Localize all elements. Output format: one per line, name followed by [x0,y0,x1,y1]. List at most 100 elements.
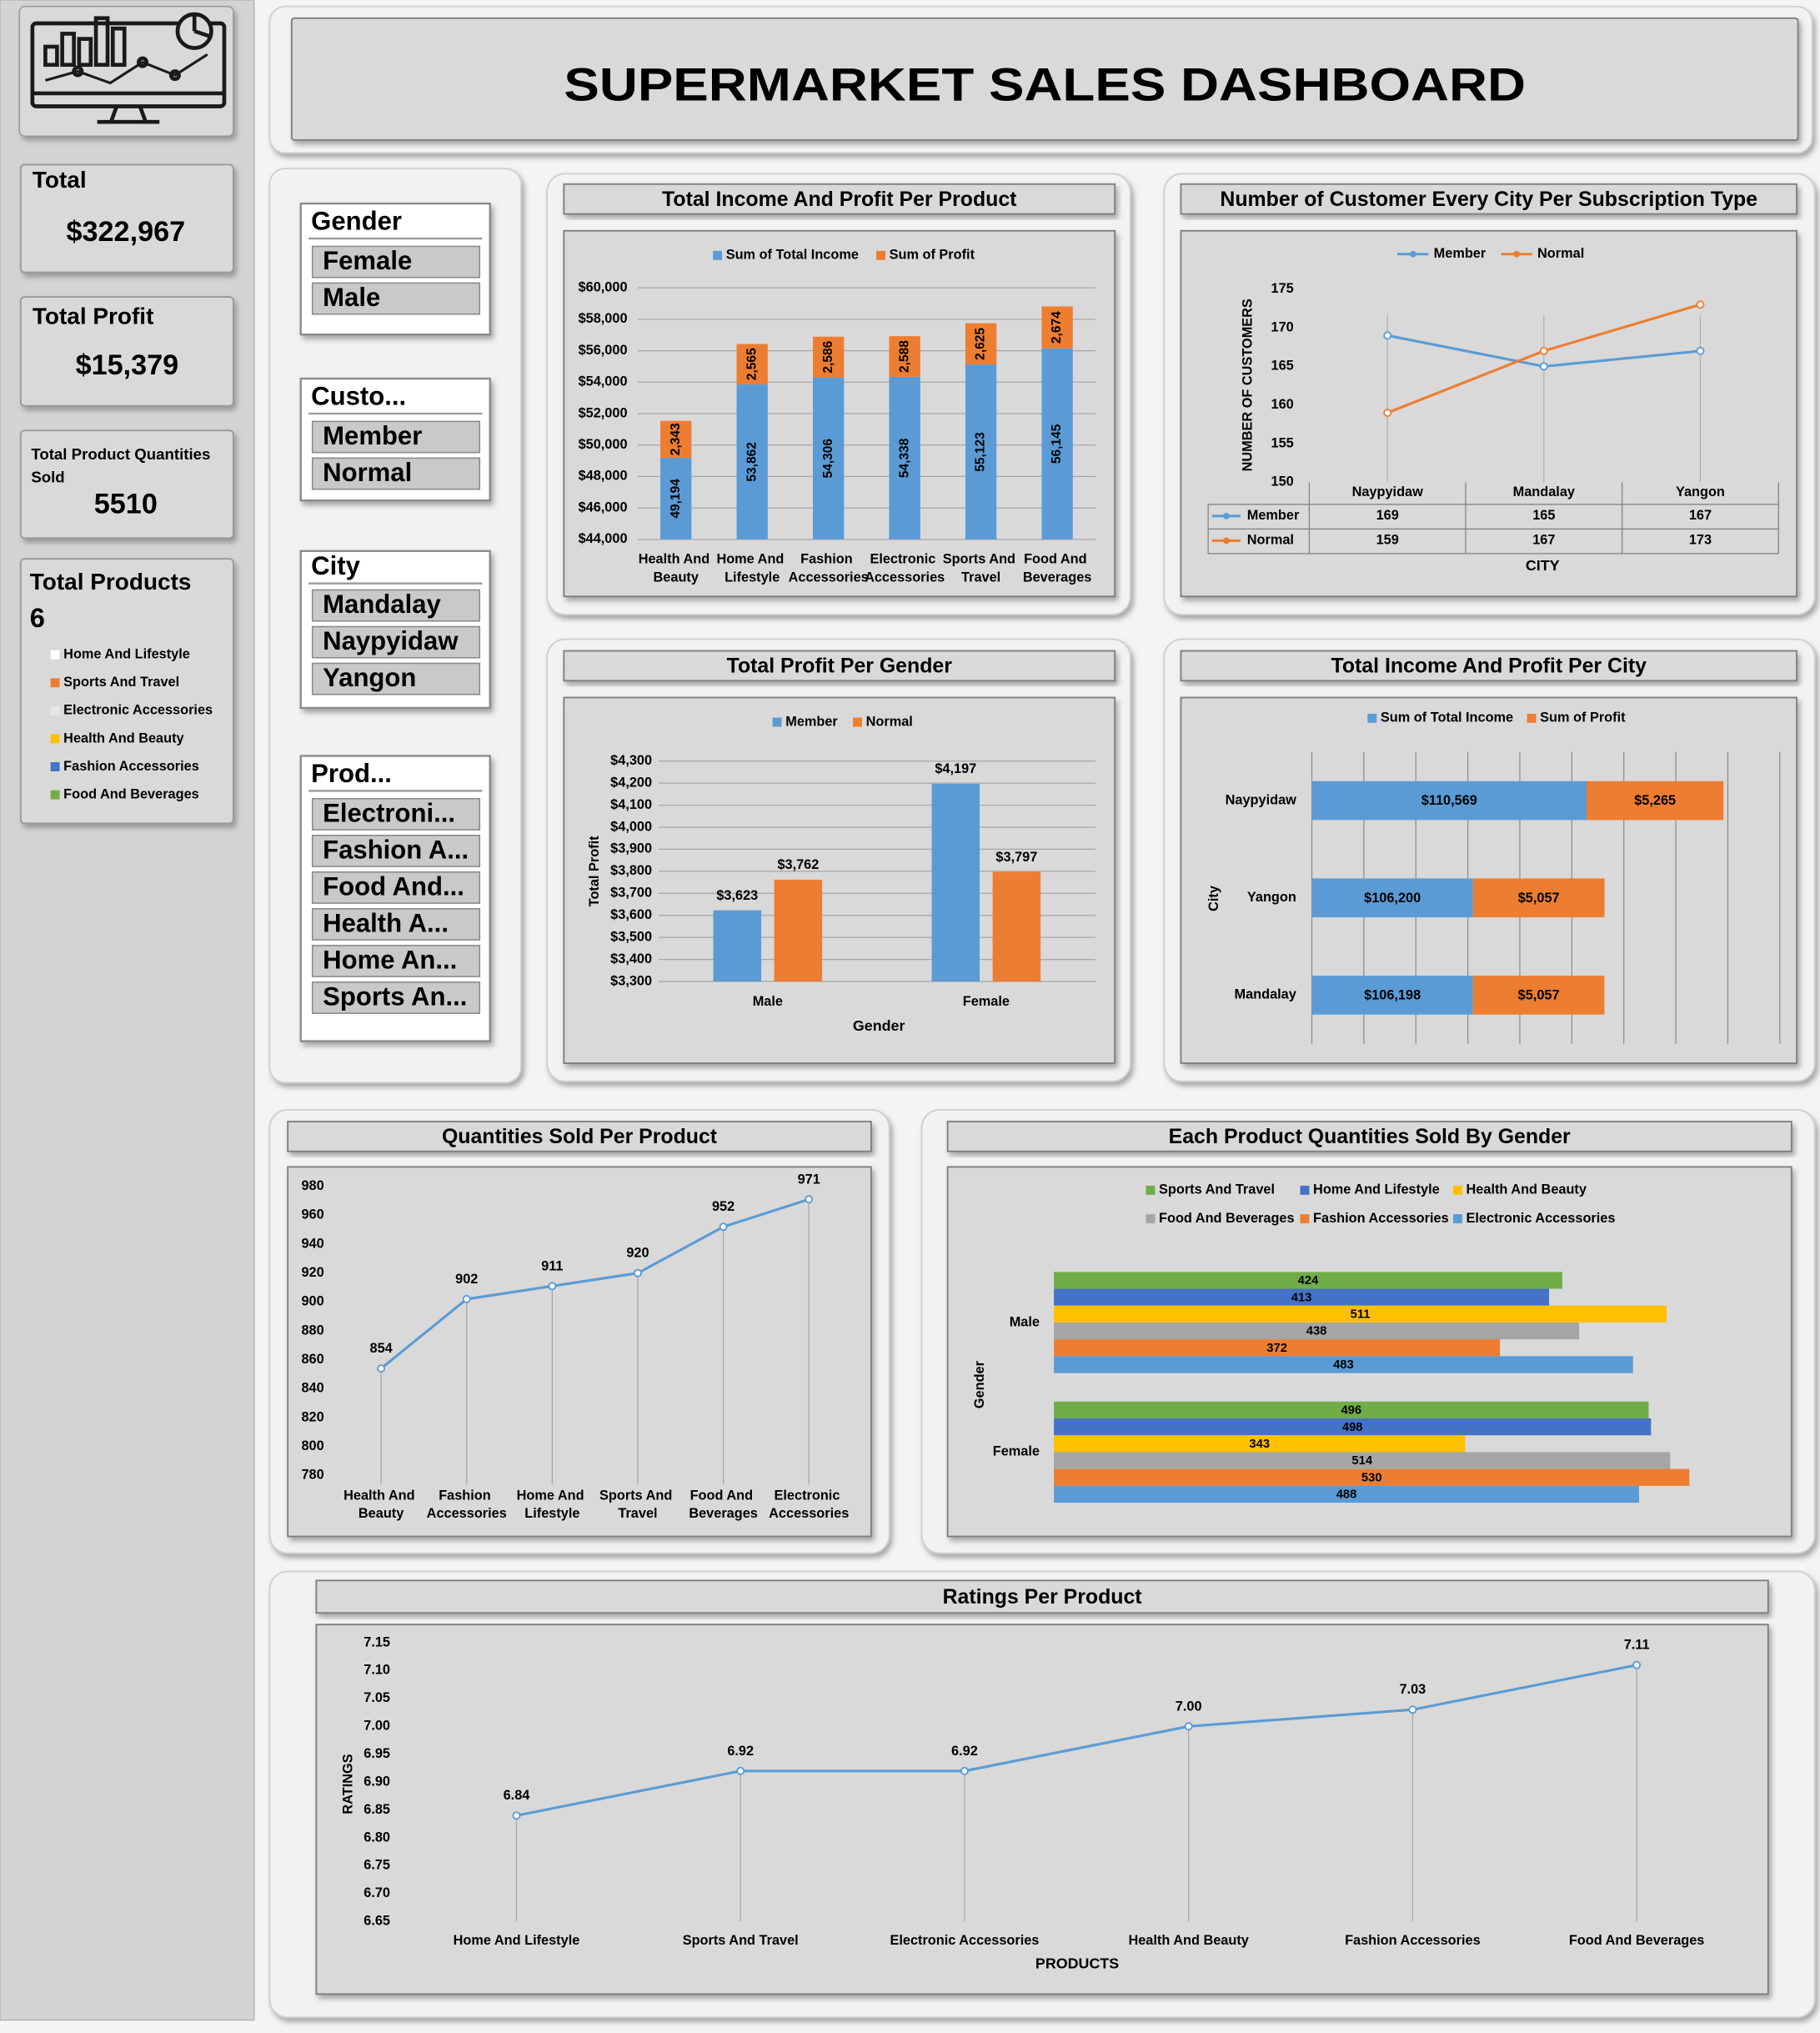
y-tick-label: 6.75 [363,1858,390,1873]
kpi-label: Total Product Quantities Sold [31,445,214,486]
data-label: $110,569 [1421,793,1477,808]
legend-label: Health And Beauty [1467,1182,1587,1197]
data-label: 483 [1333,1358,1354,1372]
slicer-item-label[interactable]: Fashion A... [323,835,469,864]
legend-swatch [50,790,60,800]
y-tick-label: $4,200 [610,775,652,790]
legend-swatch [50,705,60,715]
data-label: 56,145 [1050,424,1064,464]
slicer-item[interactable] [311,835,481,867]
y-tick-label: $50,000 [579,437,628,452]
slicer-item[interactable] [311,282,481,315]
slicer-item-label[interactable]: Home An... [323,945,457,974]
text-line: Home And [517,1488,589,1503]
legend-label: Electronic Accessories [63,703,213,718]
slicer-item[interactable] [311,798,481,831]
x-axis-label: Gender [853,1017,905,1034]
y-tick-label: $52,000 [579,405,628,420]
slicer-item-label[interactable]: Sports An... [323,981,467,1011]
bar [774,879,823,982]
y-tick-label: 780 [301,1468,323,1483]
slicer-item[interactable] [311,420,481,454]
point [1539,346,1548,355]
text-line: Electronic [775,1488,844,1503]
kpi-value: $322,967 [67,216,186,248]
data-label: 911 [541,1258,563,1273]
point [1696,346,1705,355]
legend-swatch [876,250,885,260]
slicer-title: Gender [311,207,402,236]
slicer-item-label[interactable]: Female [323,246,412,275]
y-tick-label: 150 [1271,474,1294,489]
slicer-item[interactable] [311,589,481,622]
slicer-item[interactable] [311,908,481,941]
legend-label: Normal [1537,246,1584,261]
slicer-item-label[interactable]: Normal [323,458,412,487]
y-tick-label: $4,000 [610,819,652,834]
legend-swatch [853,717,862,727]
x-axis-label: PRODUCTS [1035,1955,1119,1971]
bar [1054,1288,1550,1306]
legend-label: Sum of Profit [890,248,975,263]
text-line: Food And [690,1488,757,1503]
slicer-item-label[interactable]: Yangon [323,663,416,692]
data-label: 343 [1249,1438,1270,1451]
legend-label: Sports And Travel [63,675,179,690]
y-tick-label: $3,900 [610,841,652,856]
y-tick-label: $3,600 [610,907,652,922]
category-label: Food And Beverages [1569,1933,1705,1948]
bar [1311,976,1473,1015]
slicer-item-label[interactable]: Health A... [323,908,449,937]
point [1383,331,1392,340]
y-tick-label: 920 [301,1265,323,1280]
legend-swatch [50,650,60,660]
point [1696,300,1705,309]
data-label: 488 [1336,1488,1357,1502]
slicer-item-label[interactable]: Mandalay [323,590,441,619]
slicer-item-label[interactable]: Member [323,421,422,450]
slicer-item[interactable] [311,871,481,904]
text-line: Total Product Quantities [31,445,214,463]
bar [1054,1468,1690,1486]
point [719,1222,728,1232]
plot-area [1180,229,1797,598]
text-line: Beverages [689,1506,758,1521]
bar [1041,306,1073,349]
slicer-item-label[interactable]: Electroni... [323,798,455,827]
slicer-item-label[interactable]: Food And... [323,871,464,901]
slicer-item[interactable] [311,457,481,490]
bar [813,377,845,540]
data-label: 496 [1341,1404,1361,1418]
y-tick-label: 800 [301,1438,323,1453]
slicer-item[interactable] [311,625,481,659]
slicer-item[interactable] [311,945,481,977]
bar [1054,1339,1501,1357]
line [516,1664,1637,1817]
legend-marker [1409,250,1416,258]
slicer-item-label[interactable]: Male [323,283,380,312]
slicer-item[interactable] [311,245,481,279]
category-label: Electronic Accessories [890,1933,1039,1948]
data-label: $3,623 [716,888,758,903]
bar [713,910,762,982]
data-label: 7.03 [1400,1682,1426,1697]
bar [1054,1272,1562,1289]
kpi-card [19,558,234,825]
category-label: Electronic Accessories [865,552,945,585]
category-label: Fashion Accessories [427,1488,507,1522]
bar [660,457,692,540]
point [1632,1660,1642,1669]
y-tick-label: $60,000 [579,279,628,294]
point [1408,1705,1417,1714]
y-tick-label: 960 [301,1207,323,1222]
slicer-item-label[interactable]: Naypyidaw [323,626,459,655]
text-line: Electronic [870,552,939,567]
point [548,1282,557,1291]
kpi-value: 6 [30,602,45,633]
slicer-item[interactable] [311,981,481,1014]
slicer-item[interactable] [311,662,481,695]
y-tick-label: 7.00 [363,1719,390,1734]
bar [813,336,845,378]
y-tick-label: 7.10 [363,1663,390,1678]
